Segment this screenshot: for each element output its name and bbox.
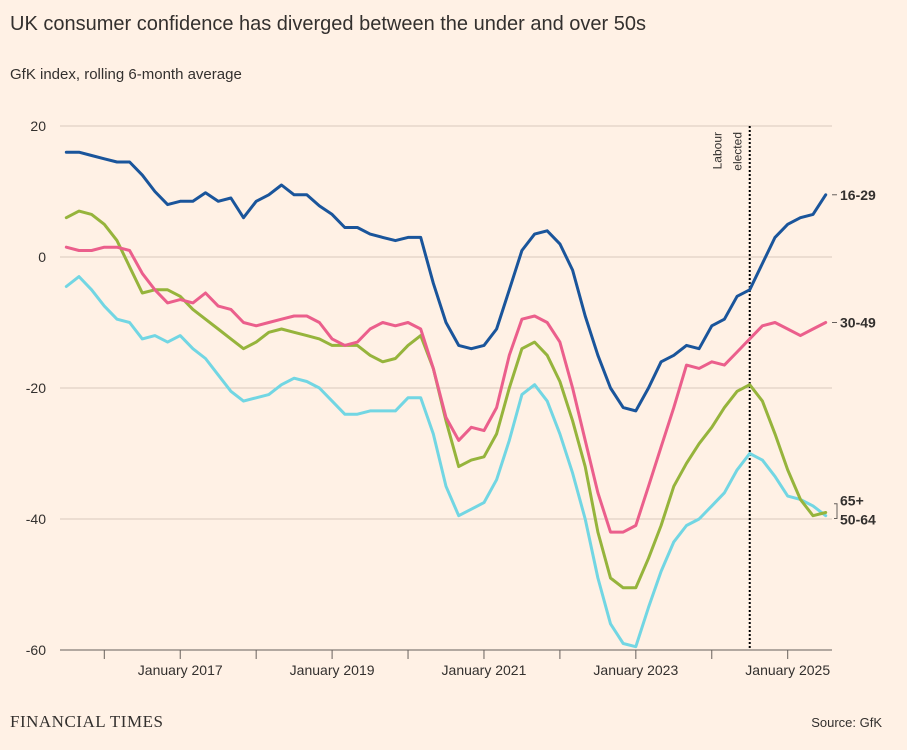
y-tick-label: 0 — [38, 249, 46, 265]
series-line — [64, 150, 828, 413]
series-label: 30-49 — [840, 315, 876, 331]
y-tick-label: -40 — [26, 511, 46, 527]
series-line — [64, 245, 828, 534]
series-label: 50-64 — [840, 511, 876, 527]
source: Source: GfK — [811, 715, 882, 730]
chart-title: UK consumer confidence has diverged betw… — [10, 13, 646, 35]
series-label: 16-29 — [840, 187, 876, 203]
annotation-text: Labour — [711, 132, 725, 169]
y-tick-label: -60 — [26, 642, 46, 658]
label-bracket — [834, 503, 838, 519]
x-tick-label: January 2025 — [745, 662, 830, 678]
x-tick-label: January 2019 — [290, 662, 375, 678]
series-line — [64, 275, 828, 649]
annotation-text: elected — [731, 132, 745, 171]
x-tick-label: January 2021 — [442, 662, 527, 678]
series-line — [64, 209, 828, 590]
brand: FINANCIAL TIMES — [10, 712, 163, 731]
y-tick-label: 20 — [30, 118, 46, 134]
chart-subtitle: GfK index, rolling 6-month average — [10, 66, 242, 83]
x-tick-label: January 2017 — [138, 662, 223, 678]
y-tick-label: -20 — [26, 380, 46, 396]
x-tick-label: January 2023 — [593, 662, 678, 678]
series-label: 65+ — [840, 493, 864, 509]
